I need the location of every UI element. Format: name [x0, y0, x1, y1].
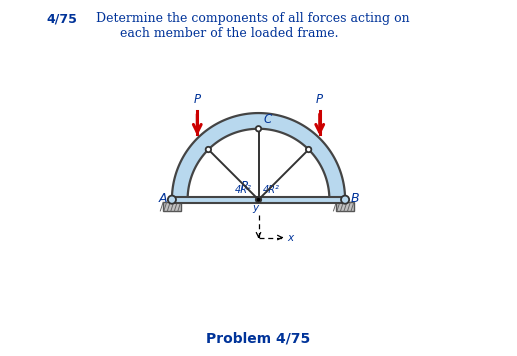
Text: B: B — [350, 192, 359, 205]
Circle shape — [306, 147, 311, 152]
Text: P: P — [316, 94, 323, 106]
Circle shape — [342, 197, 348, 203]
Circle shape — [256, 197, 261, 202]
Text: C: C — [263, 112, 271, 126]
Text: Determine the components of all forces acting on
      each member of the loaded: Determine the components of all forces a… — [96, 12, 409, 41]
Circle shape — [206, 147, 211, 152]
Text: 4R²: 4R² — [235, 185, 252, 195]
Polygon shape — [172, 197, 345, 203]
Polygon shape — [336, 202, 354, 211]
Circle shape — [341, 195, 349, 204]
Text: A: A — [158, 192, 166, 205]
Circle shape — [169, 197, 175, 203]
Polygon shape — [172, 113, 345, 200]
Circle shape — [256, 126, 261, 131]
Text: P: P — [194, 94, 201, 106]
Text: y: y — [252, 203, 258, 213]
Text: R: R — [240, 180, 248, 193]
Text: x: x — [287, 232, 293, 242]
Text: 4R²: 4R² — [263, 185, 280, 195]
Text: 4/75: 4/75 — [47, 12, 78, 26]
Circle shape — [168, 195, 176, 204]
Text: Problem 4/75: Problem 4/75 — [206, 331, 311, 345]
Polygon shape — [163, 202, 181, 211]
